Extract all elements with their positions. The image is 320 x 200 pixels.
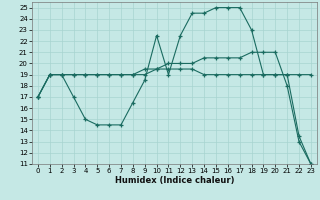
X-axis label: Humidex (Indice chaleur): Humidex (Indice chaleur) [115, 176, 234, 185]
